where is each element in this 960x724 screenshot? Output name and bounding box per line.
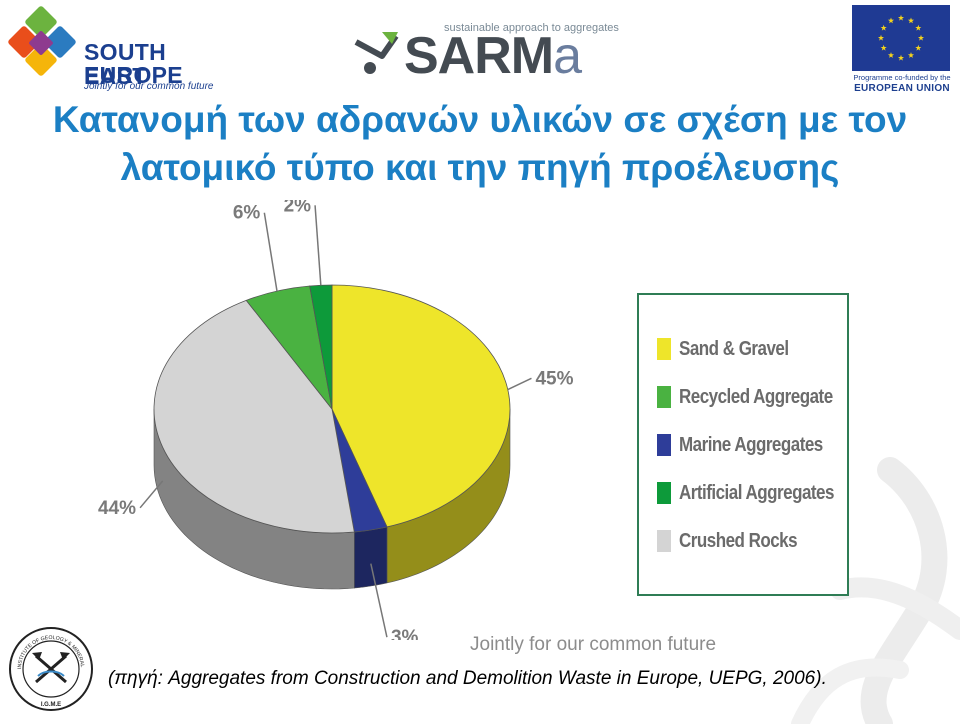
- eu-star-icon: [897, 54, 905, 61]
- see-flower-icon: [8, 6, 76, 76]
- sarma-wordmark: SARMa: [404, 27, 582, 85]
- page-title-line1: Κατανομή των αδρανών υλικών σε σχέση με …: [52, 99, 908, 140]
- pie-leader-line: [314, 205, 322, 286]
- pie-slice: [309, 284, 333, 410]
- pie-leader-line: [370, 563, 388, 638]
- eu-star-icon: [907, 17, 915, 24]
- pie-leader-line: [263, 212, 278, 292]
- pie-leader-line: [507, 377, 532, 391]
- pie-slice: [153, 299, 355, 534]
- legend-swatch: [657, 386, 671, 408]
- pie-leader-line: [139, 480, 164, 509]
- pie-slice-label: 6%: [233, 203, 261, 224]
- jointly-footer-text: Jointly for our common future: [470, 634, 717, 655]
- legend-label: Artificial Aggregates: [679, 481, 834, 504]
- igme-seal-logo: INSTITUTE OF GEOLOGY & MINERAL EXPLORATI…: [8, 626, 93, 711]
- eu-star-icon: [907, 52, 915, 58]
- source-caption: (πηγή: Aggregates from Construction and …: [108, 668, 827, 689]
- eu-star-icon: [887, 52, 895, 58]
- page-title-line2: λατομικό τύπο και την πηγή προέλευσης: [120, 147, 840, 188]
- legend-swatch: [657, 482, 671, 504]
- legend-item: Crushed Rocks: [657, 529, 818, 553]
- legend-swatch: [657, 530, 671, 552]
- legend-swatch: [657, 434, 671, 456]
- wheelbarrow-icon: [354, 32, 399, 74]
- see-tagline: Jointly for our common future: [84, 81, 214, 92]
- legend-item: Artificial Aggregates: [657, 481, 861, 505]
- legend-item: Marine Aggregates: [657, 433, 848, 457]
- eu-star-icon: [877, 34, 885, 41]
- eu-star-icon: [915, 24, 922, 31]
- eu-star-icon: [887, 17, 895, 24]
- sarma-word-main: SARM: [404, 27, 554, 85]
- eu-logo: Programme co-funded by the EUROPEAN UNIO…: [850, 5, 954, 95]
- legend-label: Marine Aggregates: [679, 433, 823, 456]
- page-title: Κατανομή των αδρανών υλικών σε σχέση με …: [20, 96, 940, 192]
- chart-legend: Sand & Gravel Recycled Aggregate Marine Ag…: [637, 293, 849, 596]
- pie-slice-label: 3%: [391, 627, 419, 640]
- sarma-logo: sustainable approach to aggregates SARMa: [352, 18, 622, 85]
- legend-item: Recycled Aggregate: [657, 385, 860, 409]
- eu-star-icon: [915, 44, 922, 51]
- eu-flag-icon: [852, 5, 950, 71]
- see-title-line1: SOUTH EAST: [84, 39, 166, 89]
- pie-chart: 45% 3% 44% 6% 2%: [98, 200, 574, 640]
- igme-abbr: I.G.M.E: [41, 702, 61, 708]
- eu-star-icon: [917, 34, 925, 41]
- eu-star-icon: [880, 44, 887, 51]
- legend-label: Crushed Rocks: [679, 529, 798, 552]
- eu-caption-line1: Programme co-funded by the: [853, 73, 951, 82]
- south-east-europe-logo: SOUTH EAST EUROPE Jointly for our common…: [4, 6, 224, 92]
- eu-star-icon: [880, 24, 887, 31]
- legend-label: Recycled Aggregate: [679, 385, 833, 408]
- legend-swatch: [657, 338, 671, 360]
- pie-slice-side: [354, 526, 388, 589]
- pie-slice-label: 44%: [98, 498, 136, 519]
- pie-slice: [331, 284, 511, 528]
- pie-slice-label: 2%: [284, 200, 312, 216]
- background-swirl-decoration: [791, 457, 960, 724]
- eu-star-icon: [897, 14, 905, 21]
- pie-slice-label: 45%: [535, 368, 573, 389]
- sarma-word-end: a: [553, 27, 582, 85]
- legend-label: Sand & Gravel: [679, 337, 789, 360]
- legend-item: Sand & Gravel: [657, 337, 808, 361]
- see-title-line2: EUROPE: [84, 62, 183, 88]
- sarma-tagline: sustainable approach to aggregates: [444, 22, 619, 34]
- eu-caption-line2: EUROPEAN UNION: [854, 83, 950, 94]
